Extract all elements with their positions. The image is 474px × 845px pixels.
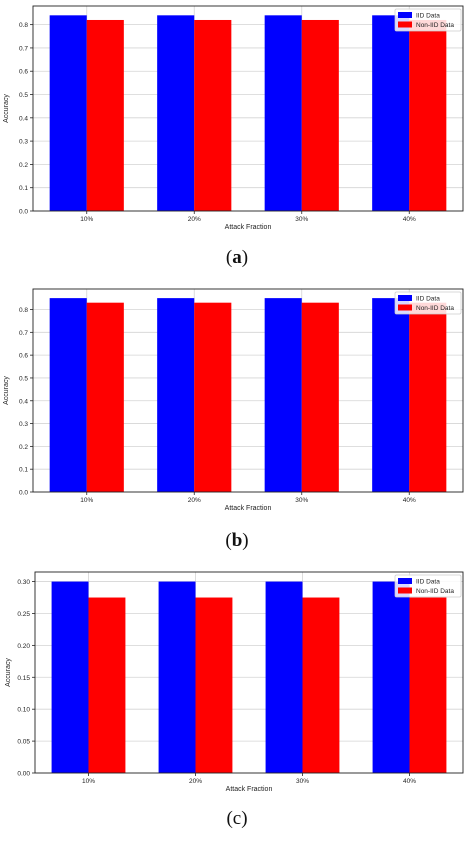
y-tick-label: 0.7 (19, 45, 28, 52)
bar-chart-b: 0.0 0.1 0.2 0.3 0.4 0.5 0.6 0.7 0.8 10% 20% 30% 40% A… (3, 288, 464, 512)
y-tick-label: 0.10 (17, 707, 30, 714)
x-axis-label: Attack Fraction (226, 786, 273, 793)
legend-swatch (398, 12, 412, 18)
legend-label: IID Data (416, 13, 440, 20)
x-tick-label: 10% (80, 216, 93, 223)
y-tick-label: 0.4 (19, 115, 28, 122)
y-tick-label: 0.15 (17, 675, 30, 682)
bar-non-iid (301, 302, 339, 492)
y-tick-label: 0.20 (17, 643, 30, 650)
y-tick-label: 0.3 (19, 139, 28, 146)
y-tick-label: 0.6 (19, 353, 28, 360)
y-tick-label: 0.0 (19, 490, 28, 497)
bar-non-iid (409, 19, 447, 212)
bar-non-iid (409, 597, 447, 773)
legend-label: Non-IID Data (416, 588, 454, 595)
bar-non-iid (195, 597, 233, 773)
caption-c-label: c (232, 808, 242, 829)
bar-non-iid (409, 302, 447, 492)
y-tick-label: 0.6 (19, 69, 28, 76)
x-tick-label: 30% (295, 216, 308, 223)
legend-label: IID Data (416, 579, 440, 586)
plot-frame (34, 571, 464, 774)
y-tick-label: 0.5 (19, 375, 28, 382)
bar-non-iid (86, 302, 124, 492)
x-tick-label: 40% (403, 778, 416, 785)
x-tick-label: 20% (188, 216, 201, 223)
legend-label: IID Data (416, 296, 440, 303)
y-tick-label: 0.1 (19, 185, 28, 192)
bar-iid (264, 298, 302, 492)
caption-b: (b) (225, 530, 249, 551)
y-tick-label: 0.1 (19, 467, 28, 474)
y-tick-label: 0.8 (19, 307, 28, 314)
legend-label: Non-IID Data (416, 22, 454, 29)
x-tick-label: 10% (82, 778, 95, 785)
y-tick-label: 0.25 (17, 611, 30, 618)
bar-iid (264, 15, 302, 212)
bar-non-iid (302, 597, 340, 773)
legend-swatch (398, 295, 412, 301)
caption-a: (a) (225, 247, 249, 268)
y-axis-label: Accuracy (3, 376, 10, 405)
bar-iid (49, 298, 87, 492)
bar-iid (265, 581, 303, 773)
legend-swatch (398, 578, 412, 584)
y-axis-label: Accuracy (3, 94, 10, 123)
y-tick-label: 0.3 (19, 421, 28, 428)
y-tick-label: 0.00 (17, 771, 30, 778)
x-tick-label: 20% (189, 778, 202, 785)
x-tick-label: 40% (403, 497, 416, 504)
x-tick-label: 20% (188, 497, 201, 504)
y-tick-label: 0.2 (19, 162, 28, 169)
bar-iid (372, 298, 410, 492)
y-tick-label: 0.0 (19, 209, 28, 216)
y-tick-label: 0.30 (17, 579, 30, 586)
caption-a-label: a (232, 247, 242, 268)
legend-swatch (398, 21, 412, 28)
x-tick-label: 10% (80, 497, 93, 504)
bar-non-iid (88, 597, 126, 773)
chart-panel-c: 0.00 0.05 0.10 0.15 0.20 0.25 0.30 10% 20% 30% 40%… (0, 564, 474, 845)
bar-chart-c: 0.00 0.05 0.10 0.15 0.20 0.25 0.30 10% 20% 30% 40%… (5, 571, 464, 793)
x-axis-label: Attack Fraction (225, 224, 272, 231)
caption-b-label: b (231, 530, 243, 551)
legend-label: Non-IID Data (416, 305, 454, 312)
plot-frame (32, 288, 464, 493)
bar-non-iid (86, 19, 124, 212)
y-tick-label: 0.2 (19, 444, 28, 451)
bar-iid (372, 15, 410, 212)
bar-iid (157, 15, 195, 212)
bar-non-iid (194, 302, 232, 492)
bar-iid (51, 581, 89, 773)
plot-frame (32, 5, 464, 212)
y-tick-label: 0.7 (19, 330, 28, 337)
caption-c: (c) (226, 808, 248, 829)
y-tick-label: 0.4 (19, 398, 28, 405)
legend-swatch (398, 304, 412, 311)
y-tick-label: 0.05 (17, 739, 30, 746)
bar-chart-a: 0.0 0.1 0.2 0.3 0.4 0.5 0.6 0.7 0.8 10% 20% 30% 40% A… (3, 5, 464, 231)
bar-non-iid (194, 19, 232, 212)
bar-iid (372, 581, 410, 773)
chart-panel-a: 0.0 0.1 0.2 0.3 0.4 0.5 0.6 0.7 0.8 10% 20% 30% 40% A… (0, 0, 474, 282)
x-tick-label: 30% (295, 497, 308, 504)
x-tick-label: 40% (403, 216, 416, 223)
x-axis-label: Attack Fraction (225, 505, 272, 512)
chart-panel-b: 0.0 0.1 0.2 0.3 0.4 0.5 0.6 0.7 0.8 10% 20% 30% 40% A… (0, 282, 474, 564)
y-tick-label: 0.5 (19, 92, 28, 99)
legend-swatch (398, 587, 412, 594)
bar-non-iid (301, 19, 339, 212)
bar-iid (158, 581, 196, 773)
bar-iid (49, 15, 87, 212)
x-tick-label: 30% (296, 778, 309, 785)
y-axis-label: Accuracy (5, 658, 12, 687)
bar-iid (157, 298, 195, 492)
y-tick-label: 0.8 (19, 22, 28, 29)
